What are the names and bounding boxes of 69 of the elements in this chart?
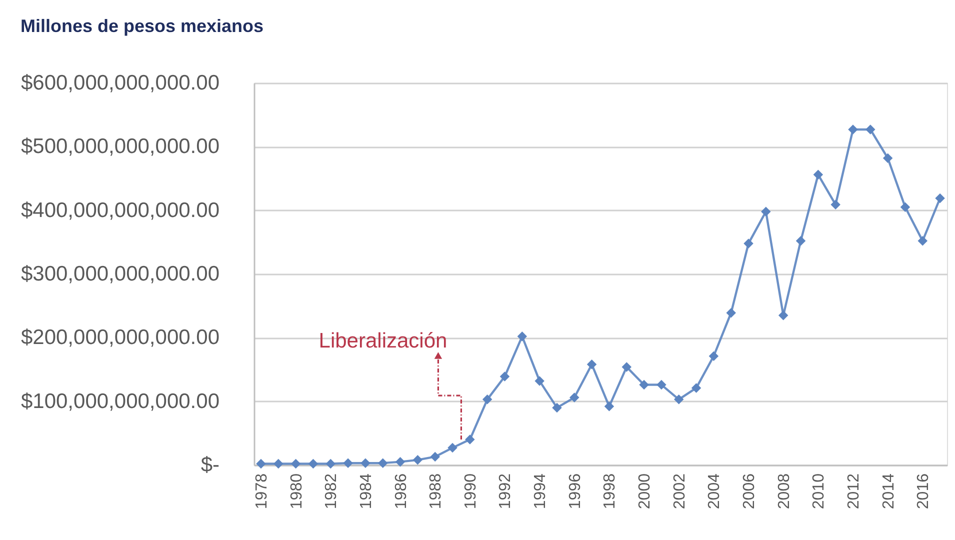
x-tick-label: 1980 <box>288 473 306 510</box>
x-tick-label: 1992 <box>497 473 514 510</box>
point <box>848 124 858 134</box>
x-tick-label: 1982 <box>323 473 340 510</box>
point <box>691 383 702 393</box>
point <box>482 394 492 404</box>
y-tick-label: $100,000,000,000.00 <box>20 390 220 413</box>
point <box>604 402 614 412</box>
x-tick-label: 2014 <box>880 473 898 510</box>
point <box>622 362 632 372</box>
point <box>290 458 301 469</box>
x-tick-label: 2002 <box>671 473 688 510</box>
point <box>378 458 388 468</box>
point <box>918 236 928 246</box>
y-tick-label: $500,000,000,000.00 <box>20 135 220 158</box>
point <box>744 238 754 248</box>
point <box>674 394 684 404</box>
x-tick-label: 1984 <box>358 473 375 510</box>
x-tick-label: 2008 <box>776 473 793 510</box>
x-tick-label: 2010 <box>810 473 828 510</box>
point <box>274 458 284 469</box>
x-tick-label: 1988 <box>428 473 445 510</box>
x-tick-label: 1996 <box>566 473 584 510</box>
y-tick-label: $400,000,000,000.00 <box>20 198 220 222</box>
x-tick-label: 2004 <box>706 473 724 510</box>
x-tick-label: 2012 <box>845 473 862 510</box>
y-tick-label: $300,000,000,000.00 <box>20 262 220 286</box>
point <box>395 456 406 467</box>
point <box>778 310 788 320</box>
point <box>708 351 719 362</box>
y-tick-label: $- <box>200 454 220 476</box>
point <box>448 442 458 453</box>
x-tick-label: 2016 <box>915 473 932 510</box>
point <box>256 458 266 469</box>
point <box>900 202 910 212</box>
x-tick-label: 1990 <box>462 473 480 510</box>
point <box>500 372 510 382</box>
x-tick-label: 1994 <box>532 473 550 510</box>
x-tick-label: 2000 <box>636 473 654 510</box>
point <box>465 434 475 444</box>
point <box>882 153 893 163</box>
y-tick-label: $600,000,000,000.00 <box>20 72 220 94</box>
point <box>570 392 580 402</box>
x-tick-label: 2006 <box>741 473 758 510</box>
point <box>552 402 562 413</box>
point <box>796 236 806 246</box>
point <box>308 458 318 469</box>
point <box>935 193 945 204</box>
x-tick-label: 1998 <box>602 473 619 510</box>
chart-title: Millones de pesos mexianos <box>20 16 264 36</box>
point <box>813 170 824 180</box>
point <box>343 458 353 468</box>
point <box>866 124 876 134</box>
annotation: Liberalización <box>318 330 448 353</box>
point <box>517 332 528 342</box>
point <box>430 452 440 462</box>
y-tick-label: $200,000,000,000.00 <box>20 326 220 350</box>
point <box>534 376 544 386</box>
point <box>326 458 336 469</box>
point <box>360 458 370 468</box>
point <box>726 308 736 318</box>
point <box>830 200 840 210</box>
point <box>586 360 597 370</box>
x-tick-label: 1986 <box>392 473 410 510</box>
point <box>412 455 423 465</box>
x-tick-label: 1978 <box>253 473 270 510</box>
point <box>656 380 666 390</box>
point <box>639 380 649 390</box>
point <box>761 206 771 216</box>
